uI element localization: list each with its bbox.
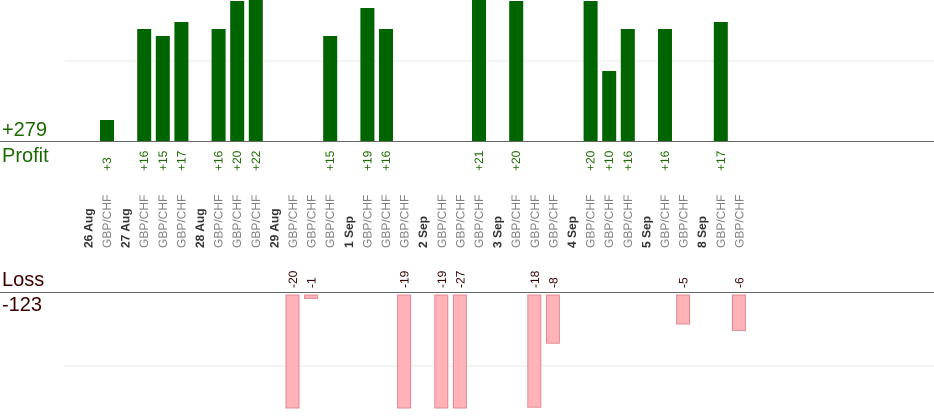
profit-bar	[658, 29, 672, 141]
loss-bar	[545, 294, 560, 344]
pair-label: GBP/CHF	[156, 195, 170, 248]
loss-bar	[285, 294, 300, 409]
pair-label: GBP/CHF	[453, 195, 467, 248]
loss-label: Loss	[2, 269, 45, 291]
loss-value-label: -19	[398, 270, 412, 288]
date-label: 4 Sep	[565, 216, 579, 248]
loss-bar	[731, 294, 746, 331]
date-label: 5 Sep	[639, 216, 653, 248]
profit-value-label: +15	[323, 150, 337, 171]
pair-label: GBP/CHF	[360, 195, 374, 248]
profit-value-label: +20	[230, 150, 244, 171]
profit-total: +279	[2, 119, 48, 141]
profit-value-label: +17	[714, 150, 728, 171]
loss-value-label: -1	[305, 277, 319, 288]
profit-value-label: +3	[100, 157, 114, 171]
pair-label: GBP/CHF	[286, 195, 300, 248]
profit-bar	[602, 71, 617, 141]
loss-value-label: -20	[286, 270, 300, 288]
profit-bar	[583, 1, 598, 141]
profit-value-label: +10	[602, 150, 616, 171]
loss-bar	[304, 294, 319, 299]
pair-label: GBP/CHF	[379, 195, 393, 248]
loss-bar	[452, 294, 467, 409]
pair-label: GBP/CHF	[137, 195, 151, 248]
profit-bar	[620, 29, 635, 141]
profit-value-label: +15	[156, 150, 170, 171]
loss-value-label: -18	[528, 270, 542, 288]
profit-value-label: +16	[379, 150, 393, 171]
profit-bar	[360, 8, 375, 141]
pair-label: GBP/CHF	[528, 195, 542, 248]
profit-bar	[100, 120, 114, 141]
date-label: 29 Aug	[267, 208, 281, 248]
profit-bar	[230, 1, 245, 141]
date-label: 8 Sep	[695, 216, 709, 248]
loss-bar	[397, 294, 412, 409]
loss-bar	[676, 294, 691, 325]
profit-value-label: +16	[658, 150, 672, 171]
pair-label: GBP/CHF	[100, 195, 114, 248]
pair-label: GBP/CHF	[621, 195, 635, 248]
pair-label: GBP/CHF	[509, 195, 523, 248]
profit-value-label: +20	[509, 150, 523, 171]
pair-label: GBP/CHF	[305, 195, 319, 248]
profit-value-label: +20	[584, 150, 598, 171]
date-label: 1 Sep	[342, 216, 356, 248]
pair-label: GBP/CHF	[732, 195, 746, 248]
loss-bar	[434, 294, 449, 409]
pair-label: GBP/CHF	[472, 195, 486, 248]
profit-bar	[323, 36, 338, 141]
profit-bar	[211, 29, 226, 141]
profit-value-label: +16	[137, 150, 151, 171]
profit-label: Profit	[2, 145, 49, 167]
profit-bar	[174, 22, 189, 141]
loss-value-label: -5	[677, 277, 691, 288]
date-label: 27 Aug	[119, 208, 133, 248]
profit-value-label: +17	[174, 150, 188, 171]
loss-total: -123	[2, 294, 43, 316]
profit-value-label: +19	[360, 150, 374, 171]
pair-label: GBP/CHF	[174, 195, 188, 248]
pair-label: GBP/CHF	[658, 195, 672, 248]
profit-bar	[379, 29, 393, 141]
pair-label: GBP/CHF	[677, 195, 691, 248]
date-label: 26 Aug	[81, 208, 95, 248]
pair-label: GBP/CHF	[212, 195, 226, 248]
profit-value-label: +16	[212, 150, 226, 171]
pair-label: GBP/CHF	[435, 195, 449, 248]
loss-value-label: -8	[546, 277, 560, 288]
profit-value-label: +21	[472, 150, 486, 171]
date-label: 3 Sep	[491, 216, 505, 248]
date-label: 2 Sep	[416, 216, 430, 248]
profit-bar	[137, 29, 152, 141]
profit-bar	[713, 22, 728, 141]
pair-label: GBP/CHF	[323, 195, 337, 248]
profit-bar	[248, 0, 263, 141]
pair-label: GBP/CHF	[584, 195, 598, 248]
loss-value-label: -6	[732, 277, 746, 288]
profit-value-label: +22	[249, 150, 263, 171]
profit-value-label: +16	[621, 150, 635, 171]
loss-value-label: -27	[453, 270, 467, 288]
loss-bar	[527, 294, 542, 408]
profit-bar	[472, 0, 486, 141]
pair-label: GBP/CHF	[249, 195, 263, 248]
profit-bar	[155, 36, 170, 141]
pair-label: GBP/CHF	[602, 195, 616, 248]
loss-value-label: -19	[435, 270, 449, 288]
profit-bar	[509, 1, 524, 141]
pair-label: GBP/CHF	[398, 195, 412, 248]
pair-label: GBP/CHF	[230, 195, 244, 248]
pair-label: GBP/CHF	[546, 195, 560, 248]
pair-label: GBP/CHF	[714, 195, 728, 248]
date-label: 28 Aug	[193, 208, 207, 248]
